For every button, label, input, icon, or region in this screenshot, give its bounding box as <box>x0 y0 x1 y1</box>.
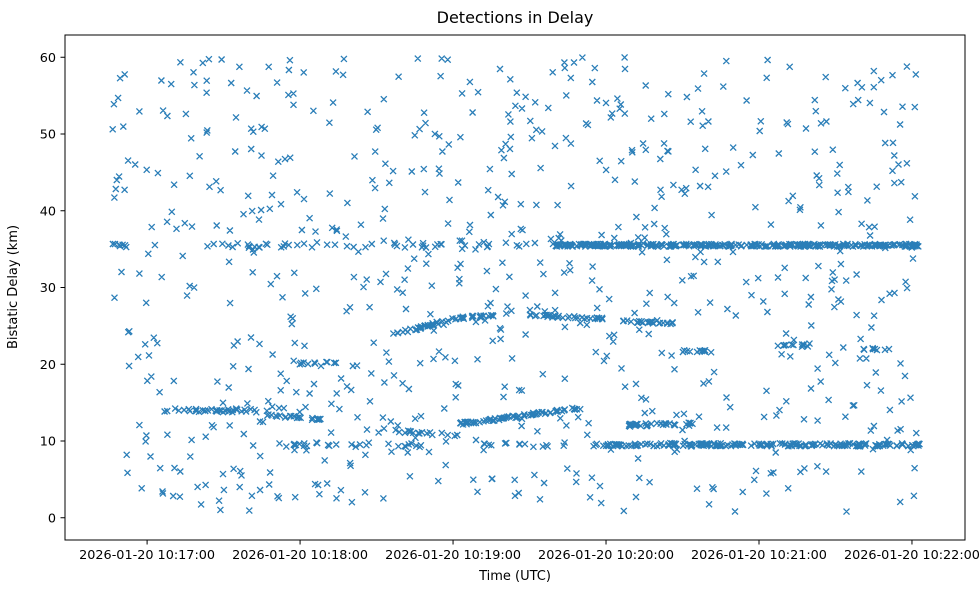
y-tick-label: 50 <box>40 128 56 143</box>
y-tick-label: 0 <box>48 511 56 526</box>
x-tick-label: 2026-01-20 10:18:00 <box>232 548 368 563</box>
y-axis-ticks: 0 10 20 30 40 50 60 <box>40 51 65 526</box>
scatter-points <box>109 53 923 516</box>
x-tick-label: 2026-01-20 10:20:00 <box>538 548 674 563</box>
x-tick-label: 2026-01-20 10:21:00 <box>691 548 827 563</box>
y-tick-label: 60 <box>40 51 56 66</box>
y-tick-label: 40 <box>40 204 56 219</box>
y-tick-label: 10 <box>40 435 56 450</box>
scatter-marker-path <box>109 53 923 516</box>
y-tick-label: 20 <box>40 358 56 373</box>
x-axis-ticks: 2026-01-20 10:17:00 2026-01-20 10:18:00 20… <box>79 540 979 563</box>
x-tick-label: 2026-01-20 10:17:00 <box>79 548 215 563</box>
x-axis-label: Time (UTC) <box>478 569 551 584</box>
chart-title: Detections in Delay <box>437 8 594 27</box>
y-axis-label: Bistatic Delay (km) <box>6 225 21 349</box>
y-tick-label: 30 <box>40 281 56 296</box>
plot-area <box>65 35 965 540</box>
x-tick-label: 2026-01-20 10:22:00 <box>844 548 979 563</box>
x-tick-label: 2026-01-20 10:19:00 <box>385 548 521 563</box>
